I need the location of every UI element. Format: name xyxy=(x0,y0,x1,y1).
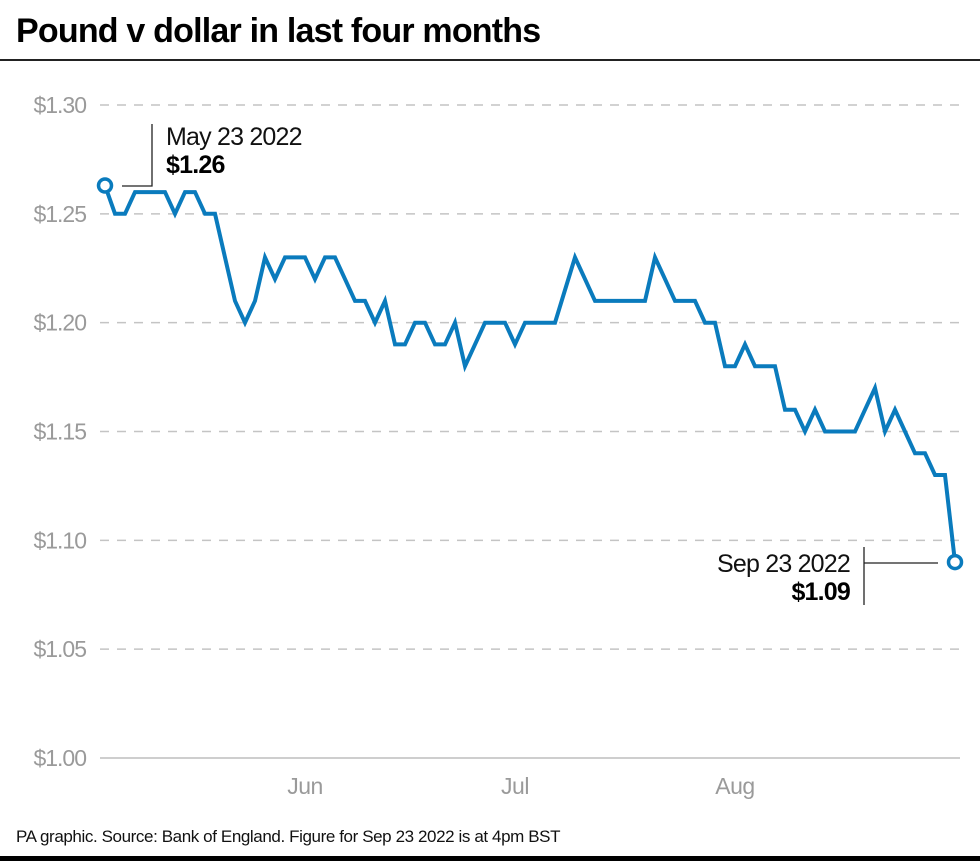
title-rule xyxy=(0,59,980,61)
annotation-end: Sep 23 2022 $1.09 xyxy=(717,547,938,606)
x-tick-label: Aug xyxy=(715,773,754,799)
y-tick-label: $1.20 xyxy=(33,310,86,336)
start-point-marker xyxy=(96,177,114,194)
annotation-start-value: $1.26 xyxy=(166,151,225,179)
series-line xyxy=(103,184,957,563)
y-tick-label: $1.25 xyxy=(33,201,86,227)
y-tick-label: $1.05 xyxy=(33,636,86,662)
annotation-end-value: $1.09 xyxy=(791,578,850,606)
bottom-rule xyxy=(0,856,980,861)
annotation-start-date: May 23 2022 xyxy=(166,123,302,151)
y-tick-label: $1.10 xyxy=(33,527,86,553)
source-note: PA graphic. Source: Bank of England. Fig… xyxy=(16,827,561,846)
annotation-start: May 23 2022 $1.26 xyxy=(122,123,303,187)
y-tick-label: $1.00 xyxy=(33,745,86,771)
chart-title: Pound v dollar in last four months xyxy=(16,12,541,50)
annotation-end-date: Sep 23 2022 xyxy=(717,550,850,578)
x-tick-label: Jun xyxy=(287,773,323,799)
end-point-marker xyxy=(946,553,964,571)
x-tick-label: Jul xyxy=(501,773,529,799)
x-axis-ticks: Jun Jul Aug xyxy=(287,773,755,799)
y-tick-label: $1.30 xyxy=(33,92,86,118)
y-axis-ticks: $1.30 $1.25 $1.20 $1.15 $1.10 $1.05 $1.00 xyxy=(33,92,87,771)
y-tick-label: $1.15 xyxy=(33,419,86,445)
annotation-start-leader xyxy=(122,124,153,187)
